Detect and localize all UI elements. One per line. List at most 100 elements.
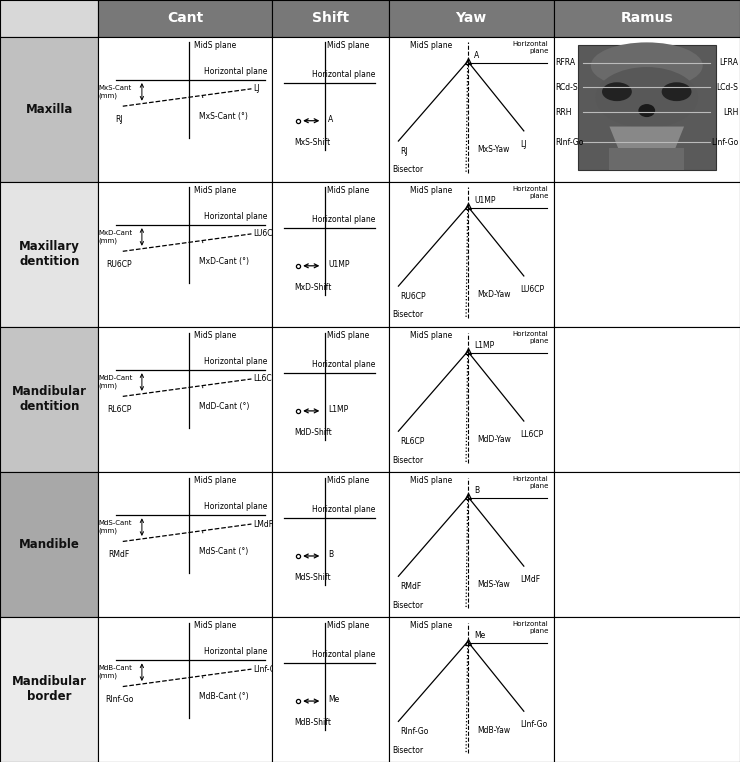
Text: MidS plane: MidS plane [194,621,236,630]
Ellipse shape [639,104,655,117]
Text: LInf-Go: LInf-Go [711,138,738,147]
Text: LMdF: LMdF [520,575,541,584]
Text: Me: Me [328,695,340,704]
Text: RCd-S: RCd-S [556,83,578,92]
Text: Horizontal
plane: Horizontal plane [513,186,548,199]
Text: Bisector: Bisector [391,456,423,465]
Text: MidS plane: MidS plane [410,331,453,340]
Text: Horizontal
plane: Horizontal plane [513,476,548,489]
Text: LU6CP: LU6CP [520,285,545,293]
Ellipse shape [602,82,632,101]
Text: MidS plane: MidS plane [327,476,369,485]
Text: Bisector: Bisector [391,310,423,319]
Text: MdS-Yaw: MdS-Yaw [477,581,511,590]
Ellipse shape [596,67,698,128]
Text: RInf-Go: RInf-Go [400,727,428,736]
Text: RU6CP: RU6CP [400,292,426,301]
Text: A: A [328,115,333,123]
Text: MxS-Cant
(mm): MxS-Cant (mm) [98,85,132,98]
Text: MdS-Shift: MdS-Shift [295,573,331,582]
Text: MdB-Cant
(mm): MdB-Cant (mm) [98,665,132,679]
Text: Bisector: Bisector [391,600,423,610]
Text: Yaw: Yaw [455,11,487,25]
Text: Horizontal plane: Horizontal plane [312,215,376,224]
Text: LL6CP: LL6CP [253,374,277,383]
Text: RL6CP: RL6CP [107,405,132,414]
Text: Horizontal plane: Horizontal plane [312,505,376,514]
Text: Me: Me [474,631,485,640]
Text: LInf-Go: LInf-Go [253,664,280,674]
Text: MxD-Yaw: MxD-Yaw [477,290,511,299]
Text: Mandibular
dentition: Mandibular dentition [12,386,87,413]
Text: MxD-Cant (°): MxD-Cant (°) [199,257,249,266]
Text: Horizontal plane: Horizontal plane [204,502,267,511]
Text: RInf-Go: RInf-Go [105,695,133,704]
Bar [578,45,716,170]
Text: L1MP: L1MP [474,341,494,350]
Text: LInf-Go: LInf-Go [520,720,548,729]
Text: LJ: LJ [520,139,527,149]
Text: Ramus: Ramus [620,11,673,25]
Text: Maxillary
dentition: Maxillary dentition [18,240,80,268]
Text: LMdF: LMdF [253,520,273,529]
Text: U1MP: U1MP [328,260,349,269]
Text: RL6CP: RL6CP [400,437,425,446]
Text: Horizontal
plane: Horizontal plane [513,41,548,54]
Text: MdD-Cant
(mm): MdD-Cant (mm) [98,375,132,389]
Text: MdB-Shift: MdB-Shift [295,719,332,728]
Text: MdS-Cant (°): MdS-Cant (°) [199,547,249,556]
Text: MxS-Cant (°): MxS-Cant (°) [199,112,248,121]
Text: MidS plane: MidS plane [410,621,453,630]
Text: MdD-Shift: MdD-Shift [295,428,332,437]
Text: MdD-Yaw: MdD-Yaw [477,435,511,444]
Text: RInf-Go: RInf-Go [556,138,584,147]
Text: LFRA: LFRA [719,58,738,67]
Text: MidS plane: MidS plane [327,331,369,340]
Text: RJ: RJ [115,115,123,124]
Text: Bisector: Bisector [391,746,423,754]
Text: Shift: Shift [312,11,349,25]
Text: RFRA: RFRA [556,58,576,67]
Text: B: B [474,486,480,495]
Text: RRH: RRH [556,107,572,117]
Text: RMdF: RMdF [109,550,130,559]
Text: LCd-S: LCd-S [716,83,738,92]
Text: LJ: LJ [253,85,260,93]
Polygon shape [610,126,684,150]
Text: MdB-Cant (°): MdB-Cant (°) [199,693,249,701]
Text: Horizontal plane: Horizontal plane [204,212,267,221]
Text: Horizontal plane: Horizontal plane [312,360,376,369]
Text: MxD-Cant
(mm): MxD-Cant (mm) [98,230,132,244]
Ellipse shape [591,43,703,89]
Text: Horizontal plane: Horizontal plane [312,650,376,659]
Text: Mandible: Mandible [18,538,80,551]
Text: MxD-Shift: MxD-Shift [295,283,332,292]
Text: Cant: Cant [167,11,204,25]
Text: MdS-Cant
(mm): MdS-Cant (mm) [98,520,132,534]
Text: Horizontal plane: Horizontal plane [204,647,267,656]
Text: MdD-Cant (°): MdD-Cant (°) [199,402,249,411]
Text: A: A [474,51,480,59]
Text: LRH: LRH [723,107,738,117]
Text: MidS plane: MidS plane [410,476,453,485]
Text: U1MP: U1MP [474,196,496,205]
Text: MidS plane: MidS plane [327,186,369,195]
Text: Horizontal
plane: Horizontal plane [513,621,548,634]
Bar [610,149,684,170]
Text: Horizontal
plane: Horizontal plane [513,331,548,344]
Text: MidS plane: MidS plane [410,186,453,195]
Ellipse shape [662,82,691,101]
Text: RMdF: RMdF [400,582,421,591]
Text: B: B [328,550,333,559]
Text: MdB-Yaw: MdB-Yaw [477,725,511,735]
Text: MidS plane: MidS plane [327,621,369,630]
Text: MidS plane: MidS plane [194,186,236,195]
Text: Horizontal plane: Horizontal plane [312,69,376,78]
Text: MidS plane: MidS plane [194,331,236,340]
Text: L1MP: L1MP [328,405,349,414]
Text: LL6CP: LL6CP [520,430,544,439]
Text: MidS plane: MidS plane [194,476,236,485]
Text: Bisector: Bisector [391,165,423,174]
Text: LU6CP: LU6CP [253,229,278,239]
Text: RU6CP: RU6CP [107,260,132,269]
